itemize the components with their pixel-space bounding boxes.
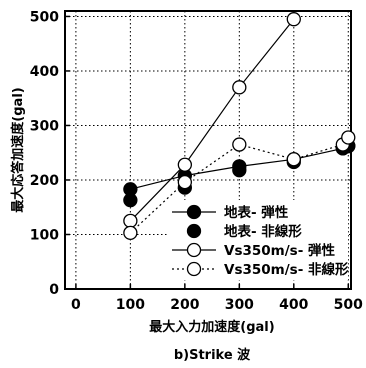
y-tick-label-4: 400 <box>30 64 59 80</box>
y-tick-label-1: 100 <box>30 227 59 243</box>
x-axis-label: 最大入力加速度(gal) <box>149 319 274 335</box>
legend-label-0: 地表- 弾性 <box>224 204 289 221</box>
y-axis: 0 100 200 300 400 500 <box>30 9 70 298</box>
chart-caption: b)Strike 波 <box>174 347 251 363</box>
series-line-2 <box>129 18 295 222</box>
x-tick-label-0: 0 <box>71 297 81 313</box>
y-tick-label-3: 300 <box>30 118 59 134</box>
x-tick-label-2: 200 <box>170 297 199 313</box>
data-point-2-1 <box>177 157 192 172</box>
data-point-3-3 <box>286 152 301 167</box>
data-point-2-2 <box>232 80 247 95</box>
y-tick-label-0: 0 <box>49 282 59 298</box>
series-layer <box>123 12 356 241</box>
legend-marker-0 <box>186 204 202 220</box>
data-point-2-3 <box>286 12 301 27</box>
series-line-3 <box>129 137 349 234</box>
series-2 <box>123 12 301 229</box>
legend-marker-3 <box>186 261 202 277</box>
data-point-1-2 <box>232 163 247 178</box>
data-point-2-0 <box>123 213 138 229</box>
data-point-3-2 <box>232 137 247 152</box>
data-point-3-1 <box>177 175 192 190</box>
legend-label-2: Vs350m/s- 弾性 <box>224 242 335 259</box>
x-tick-label-5: 500 <box>334 297 363 313</box>
y-axis-label: 最大応答加速度(gal) <box>10 87 26 212</box>
x-tick-label-3: 300 <box>225 297 254 313</box>
series-3 <box>123 130 356 241</box>
x-axis: 0 100 200 300 400 500 <box>71 284 363 313</box>
legend-marker-1 <box>186 223 202 239</box>
y-tick-label-5: 500 <box>30 9 59 25</box>
legend-label-3: Vs350m/s- 非線形 <box>224 261 349 278</box>
data-point-3-0 <box>123 225 138 241</box>
legend-label-1: 地表- 非線形 <box>224 223 302 240</box>
x-tick-label-4: 400 <box>279 297 308 313</box>
y-tick-label-2: 200 <box>30 173 59 189</box>
x-tick-label-1: 100 <box>116 297 145 313</box>
data-point-1-0 <box>123 192 138 208</box>
legend-marker-2 <box>186 242 202 258</box>
data-point-3-5 <box>341 130 356 145</box>
